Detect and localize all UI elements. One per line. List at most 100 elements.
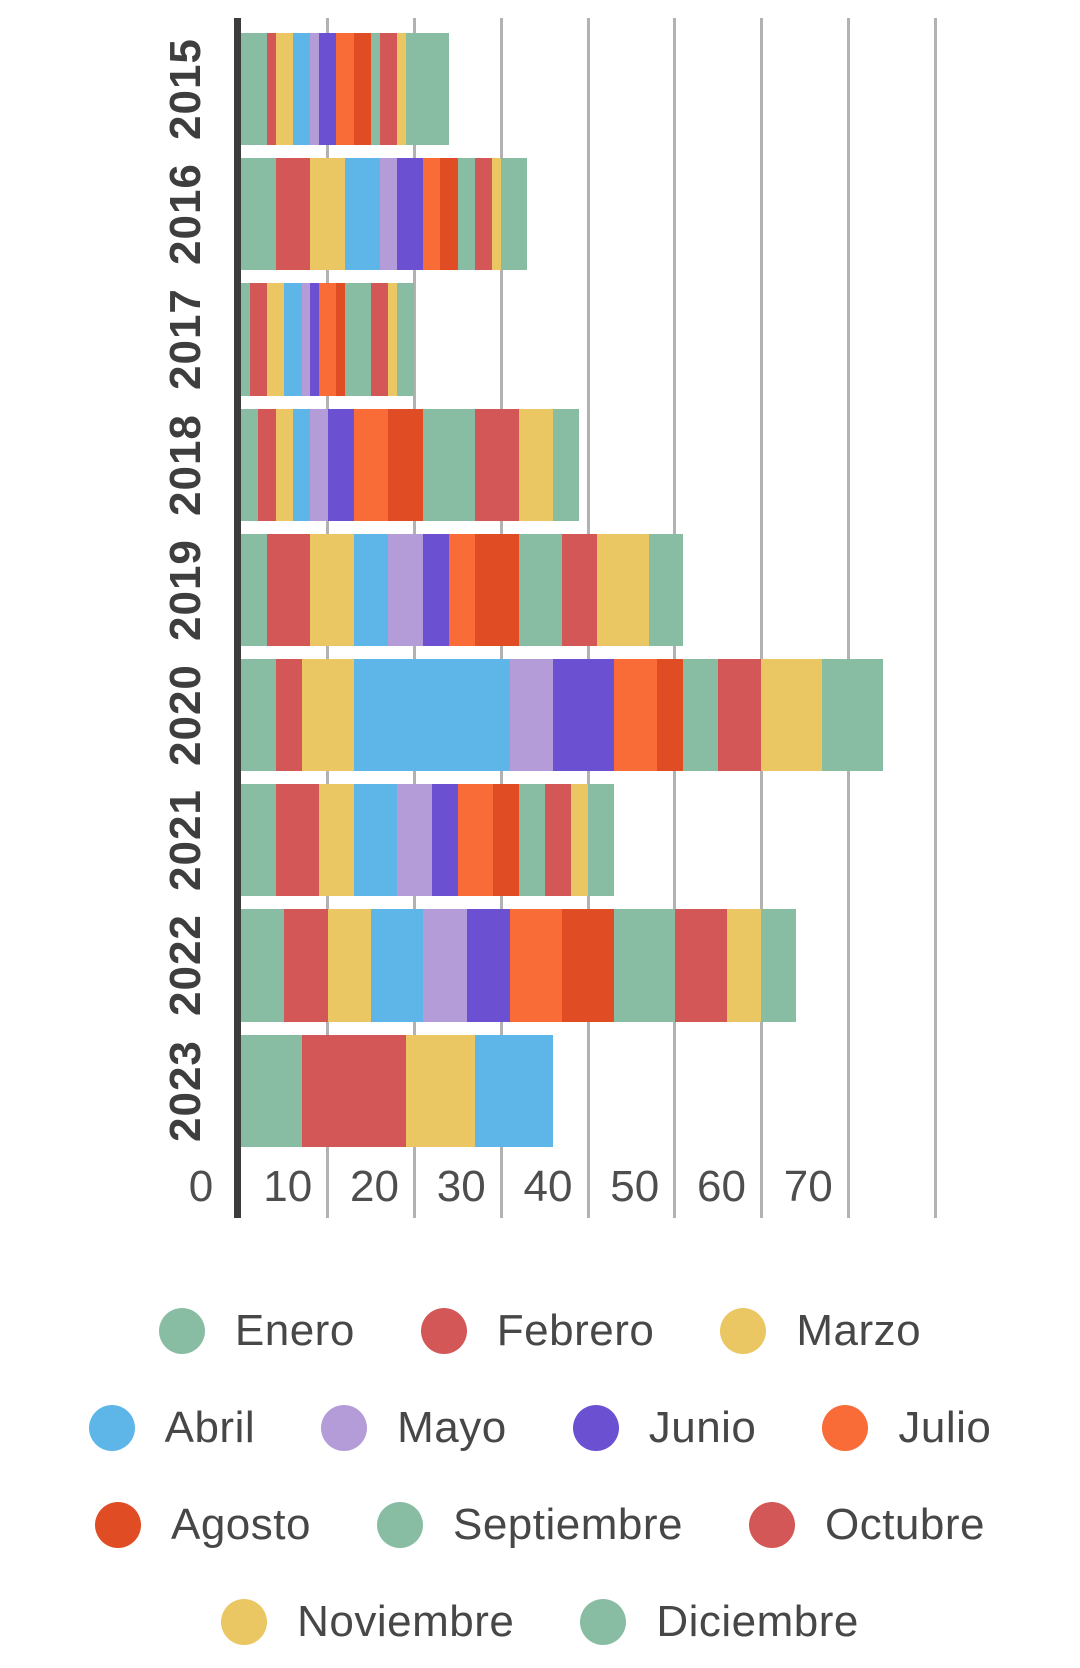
bar-segment-2020-diciembre[interactable] [822, 658, 883, 772]
bar-segment-2020-marzo[interactable] [301, 658, 354, 772]
bar-segment-2020-febrero[interactable] [275, 658, 302, 772]
bar-segment-2021-abril[interactable] [353, 784, 398, 897]
bar-segment-2016-febrero[interactable] [275, 158, 311, 271]
bar-segment-2022-septiembre[interactable] [614, 909, 675, 1022]
bar-segment-2021-septiembre[interactable] [518, 784, 545, 897]
bar-segment-2022-marzo[interactable] [327, 909, 372, 1022]
bar-segment-2020-noviembre[interactable] [761, 658, 823, 772]
bar-segment-2021-junio[interactable] [431, 784, 458, 897]
bar-segment-2020-agosto[interactable] [657, 658, 684, 772]
bar-segment-2016-abril[interactable] [345, 158, 380, 271]
bar-segment-2017-mayo[interactable] [301, 283, 311, 396]
bar-segment-2022-abril[interactable] [371, 909, 424, 1022]
bar-segment-2016-agosto[interactable] [440, 158, 458, 271]
bar-segment-2018-septiembre[interactable] [423, 408, 476, 521]
bar-segment-2021-diciembre[interactable] [587, 784, 614, 897]
bar-segment-2017-abril[interactable] [284, 283, 302, 396]
bar-segment-2015-octubre[interactable] [379, 33, 398, 146]
bar-segment-2019-noviembre[interactable] [596, 533, 649, 646]
bar-segment-2018-febrero[interactable] [258, 408, 276, 521]
bar-segment-2019-julio[interactable] [449, 533, 476, 646]
bar-segment-2021-mayo[interactable] [397, 784, 432, 897]
bar-segment-2016-julio[interactable] [423, 158, 441, 271]
bar-segment-2017-enero[interactable] [241, 283, 250, 396]
bar-segment-2016-junio[interactable] [397, 158, 424, 271]
bar-segment-2018-abril[interactable] [293, 408, 311, 521]
bar-segment-2022-noviembre[interactable] [726, 909, 762, 1022]
bar-segment-2019-enero[interactable] [241, 533, 268, 646]
bar-segment-2019-agosto[interactable] [475, 533, 519, 646]
bar-segment-2022-diciembre[interactable] [761, 909, 797, 1022]
bar-segment-2022-enero[interactable] [241, 909, 285, 1022]
bar-segment-2023-febrero[interactable] [301, 1034, 406, 1147]
bar-segment-2021-octubre[interactable] [544, 784, 571, 897]
bar-segment-2018-mayo[interactable] [310, 408, 328, 521]
bar-segment-2020-junio[interactable] [553, 658, 614, 772]
bar-segment-2015-septiembre[interactable] [371, 33, 380, 146]
bar-segment-2021-febrero[interactable] [275, 784, 320, 897]
bar-segment-2023-abril[interactable] [475, 1034, 554, 1147]
bar-segment-2015-julio[interactable] [336, 33, 354, 146]
bar-segment-2023-marzo[interactable] [405, 1034, 476, 1147]
bar-segment-2019-mayo[interactable] [388, 533, 424, 646]
bar-segment-2018-agosto[interactable] [388, 408, 424, 521]
bar-segment-2022-julio[interactable] [509, 909, 562, 1022]
bar-segment-2022-febrero[interactable] [284, 909, 328, 1022]
bar-segment-2020-septiembre[interactable] [683, 658, 719, 772]
bar-segment-2019-diciembre[interactable] [648, 533, 684, 646]
bar-segment-2021-noviembre[interactable] [570, 784, 588, 897]
bar-segment-2015-febrero[interactable] [267, 33, 276, 146]
bar-segment-2023-enero[interactable] [241, 1034, 302, 1147]
bar-segment-2019-junio[interactable] [423, 533, 450, 646]
bar-segment-2017-julio[interactable] [319, 283, 337, 396]
bar-segment-2017-febrero[interactable] [249, 283, 268, 396]
bar-segment-2015-diciembre[interactable] [405, 33, 450, 146]
bar-segment-2015-abril[interactable] [293, 33, 311, 146]
bar-segment-2015-mayo[interactable] [310, 33, 320, 146]
bar-segment-2020-julio[interactable] [613, 658, 658, 772]
bar-segment-2017-agosto[interactable] [336, 283, 346, 396]
bar-segment-2020-abril[interactable] [353, 658, 510, 772]
bar-segment-2019-marzo[interactable] [310, 533, 354, 646]
bar-segment-2018-marzo[interactable] [275, 408, 294, 521]
bar-segment-2018-junio[interactable] [327, 408, 354, 521]
bar-segment-2016-octubre[interactable] [475, 158, 493, 271]
bar-segment-2015-noviembre[interactable] [397, 33, 406, 146]
bar-segment-2017-diciembre[interactable] [397, 283, 415, 396]
bar-segment-2015-enero[interactable] [241, 33, 268, 146]
bar-segment-2016-marzo[interactable] [310, 158, 346, 271]
bar-segment-2018-noviembre[interactable] [518, 408, 554, 521]
bar-segment-2019-abril[interactable] [353, 533, 389, 646]
bar-segment-2018-diciembre[interactable] [553, 408, 580, 521]
bar-segment-2016-noviembre[interactable] [492, 158, 502, 271]
bar-segment-2015-agosto[interactable] [353, 33, 372, 146]
bar-segment-2019-septiembre[interactable] [518, 533, 562, 646]
bar-segment-2015-marzo[interactable] [275, 33, 294, 146]
bar-segment-2017-noviembre[interactable] [388, 283, 398, 396]
bar-segment-2016-septiembre[interactable] [457, 158, 476, 271]
bar-segment-2020-octubre[interactable] [718, 658, 762, 772]
bar-segment-2021-agosto[interactable] [492, 784, 519, 897]
bar-segment-2015-junio[interactable] [319, 33, 337, 146]
bar-segment-2022-junio[interactable] [466, 909, 510, 1022]
bar-segment-2020-enero[interactable] [241, 658, 276, 772]
bar-segment-2018-octubre[interactable] [475, 408, 519, 521]
bar-segment-2018-julio[interactable] [353, 408, 389, 521]
bar-segment-2016-diciembre[interactable] [501, 158, 528, 271]
bar-segment-2018-enero[interactable] [241, 408, 259, 521]
bar-segment-2017-marzo[interactable] [267, 283, 285, 396]
bar-segment-2022-octubre[interactable] [674, 909, 727, 1022]
bar-segment-2019-febrero[interactable] [267, 533, 311, 646]
bar-segment-2021-marzo[interactable] [319, 784, 354, 897]
bar-segment-2017-octubre[interactable] [371, 283, 389, 396]
bar-segment-2016-mayo[interactable] [379, 158, 398, 271]
bar-segment-2021-enero[interactable] [241, 784, 276, 897]
bar-segment-2021-julio[interactable] [457, 784, 493, 897]
bar-segment-2022-agosto[interactable] [561, 909, 615, 1022]
bar-segment-2016-enero[interactable] [241, 158, 276, 271]
bar-segment-2020-mayo[interactable] [509, 658, 554, 772]
bar-segment-2017-junio[interactable] [310, 283, 320, 396]
bar-segment-2017-septiembre[interactable] [345, 283, 372, 396]
bar-segment-2022-mayo[interactable] [423, 909, 467, 1022]
bar-segment-2019-octubre[interactable] [561, 533, 597, 646]
